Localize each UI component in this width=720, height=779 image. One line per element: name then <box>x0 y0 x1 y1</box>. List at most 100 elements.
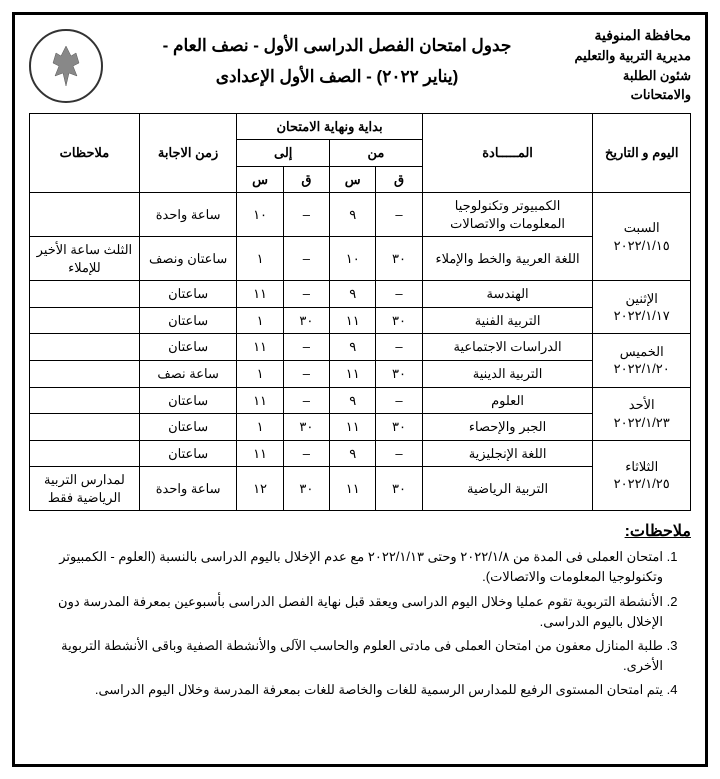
cell-to-s: ١ <box>237 360 283 387</box>
notes-heading: ملاحظات: <box>29 521 691 541</box>
notes-list: امتحان العملى فى المدة من ٢٠٢٢/١/٨ وحتى … <box>29 547 673 700</box>
table-row: التربية الرياضية٣٠١١٣٠١٢ساعة واحدةلمدارس… <box>30 467 691 511</box>
cell-duration: ساعتان <box>139 334 237 361</box>
cell-subject: اللغة العربية والخط والإملاء <box>422 237 593 281</box>
note-item: طلبة المنازل معفون من امتحان العملى فى م… <box>29 636 663 676</box>
corner-decoration <box>686 12 708 34</box>
header-from-q: ق <box>376 166 422 193</box>
table-row: الأحد٢٠٢٢/١/٢٣العلوم–٩–١١ساعتان <box>30 387 691 414</box>
cell-to-q: – <box>283 334 329 361</box>
cell-subject: الجبر والإحصاء <box>422 414 593 441</box>
cell-notes <box>30 440 140 467</box>
table-body: السبت٢٠٢٢/١/١٥الكمبيوتر وتكنولوجيا المعل… <box>30 193 691 511</box>
cell-from-s: ١١ <box>330 307 376 334</box>
governorate-name: محافظة المنوفية <box>571 25 691 46</box>
cell-subject: العلوم <box>422 387 593 414</box>
table-row: اللغة العربية والخط والإملاء٣٠١٠–١ساعتان… <box>30 237 691 281</box>
department-name: شئون الطلبة والامتحانات <box>571 66 691 105</box>
title-line-1: جدول امتحان الفصل الدراسى الأول - نصف ال… <box>113 31 561 62</box>
cell-duration: ساعة واحدة <box>139 193 237 237</box>
cell-from-s: ١٠ <box>330 237 376 281</box>
ministry-block: محافظة المنوفية مديرية التربية والتعليم … <box>571 25 691 105</box>
document-title: جدول امتحان الفصل الدراسى الأول - نصف ال… <box>113 25 561 92</box>
cell-to-s: ١١ <box>237 281 283 308</box>
corner-decoration <box>12 745 34 767</box>
cell-from-s: ٩ <box>330 193 376 237</box>
cell-from-q: – <box>376 387 422 414</box>
cell-notes <box>30 360 140 387</box>
cell-from-q: – <box>376 440 422 467</box>
cell-to-q: – <box>283 281 329 308</box>
table-row: الإثنين٢٠٢٢/١/١٧الهندسة–٩–١١ساعتان <box>30 281 691 308</box>
cell-duration: ساعتان <box>139 307 237 334</box>
note-item: امتحان العملى فى المدة من ٢٠٢٢/١/٨ وحتى … <box>29 547 663 587</box>
cell-from-s: ١١ <box>330 360 376 387</box>
cell-to-q: – <box>283 237 329 281</box>
cell-from-q: ٣٠ <box>376 360 422 387</box>
cell-to-q: ٣٠ <box>283 467 329 511</box>
cell-notes <box>30 334 140 361</box>
corner-decoration <box>686 745 708 767</box>
cell-from-q: – <box>376 281 422 308</box>
cell-to-s: ١١ <box>237 440 283 467</box>
header-from-s: س <box>330 166 376 193</box>
eagle-icon <box>41 41 91 91</box>
cell-duration: ساعتان <box>139 440 237 467</box>
cell-notes: لمدارس التربية الرياضية فقط <box>30 467 140 511</box>
cell-duration: ساعة واحدة <box>139 467 237 511</box>
cell-duration: ساعة نصف <box>139 360 237 387</box>
table-row: الثلاثاء٢٠٢٢/١/٢٥اللغة الإنجليزية–٩–١١سا… <box>30 440 691 467</box>
cell-day: الخميس٢٠٢٢/١/٢٠ <box>593 334 691 387</box>
cell-notes <box>30 307 140 334</box>
table-row: التربية الدينية٣٠١١–١ساعة نصف <box>30 360 691 387</box>
cell-to-q: – <box>283 193 329 237</box>
cell-to-q: – <box>283 387 329 414</box>
cell-subject: التربية الفنية <box>422 307 593 334</box>
cell-to-s: ١١ <box>237 387 283 414</box>
table-row: الخميس٢٠٢٢/١/٢٠الدراسات الاجتماعية–٩–١١س… <box>30 334 691 361</box>
cell-to-s: ١٢ <box>237 467 283 511</box>
header-day: اليوم و التاريخ <box>593 113 691 193</box>
header-subject: المـــــادة <box>422 113 593 193</box>
cell-duration: ساعتان <box>139 387 237 414</box>
cell-notes <box>30 281 140 308</box>
header-duration: زمن الاجابة <box>139 113 237 193</box>
table-row: التربية الفنية٣٠١١٣٠١ساعتان <box>30 307 691 334</box>
cell-from-q: – <box>376 334 422 361</box>
cell-from-s: ٩ <box>330 387 376 414</box>
cell-duration: ساعتان <box>139 414 237 441</box>
ministry-logo <box>29 29 103 103</box>
header-from: من <box>330 140 423 167</box>
page-frame: محافظة المنوفية مديرية التربية والتعليم … <box>12 12 708 767</box>
exam-schedule-table: اليوم و التاريخ المـــــادة بداية ونهاية… <box>29 113 691 512</box>
cell-to-s: ١٠ <box>237 193 283 237</box>
cell-day: السبت٢٠٢٢/١/١٥ <box>593 193 691 281</box>
cell-from-s: ٩ <box>330 440 376 467</box>
header-to-q: ق <box>283 166 329 193</box>
cell-subject: الكمبيوتر وتكنولوجيا المعلومات والاتصالا… <box>422 193 593 237</box>
header-to-s: س <box>237 166 283 193</box>
corner-decoration <box>12 12 34 34</box>
cell-from-q: ٣٠ <box>376 307 422 334</box>
cell-from-s: ٩ <box>330 334 376 361</box>
cell-from-q: ٣٠ <box>376 467 422 511</box>
title-line-2: (يناير ٢٠٢٢) - الصف الأول الإعدادى <box>113 62 561 93</box>
cell-from-q: ٣٠ <box>376 237 422 281</box>
cell-from-q: – <box>376 193 422 237</box>
cell-subject: اللغة الإنجليزية <box>422 440 593 467</box>
cell-day: الإثنين٢٠٢٢/١/١٧ <box>593 281 691 334</box>
cell-subject: الدراسات الاجتماعية <box>422 334 593 361</box>
note-item: الأنشطة التربوية تقوم عمليا وخلال اليوم … <box>29 592 663 632</box>
header-timing: بداية ونهاية الامتحان <box>237 113 422 140</box>
cell-day: الثلاثاء٢٠٢٢/١/٢٥ <box>593 440 691 511</box>
table-row: السبت٢٠٢٢/١/١٥الكمبيوتر وتكنولوجيا المعل… <box>30 193 691 237</box>
cell-notes <box>30 193 140 237</box>
cell-notes <box>30 387 140 414</box>
cell-from-q: ٣٠ <box>376 414 422 441</box>
cell-to-q: ٣٠ <box>283 307 329 334</box>
table-header: اليوم و التاريخ المـــــادة بداية ونهاية… <box>30 113 691 193</box>
cell-duration: ساعتان <box>139 281 237 308</box>
cell-to-q: ٣٠ <box>283 414 329 441</box>
cell-from-s: ١١ <box>330 467 376 511</box>
cell-to-q: – <box>283 360 329 387</box>
